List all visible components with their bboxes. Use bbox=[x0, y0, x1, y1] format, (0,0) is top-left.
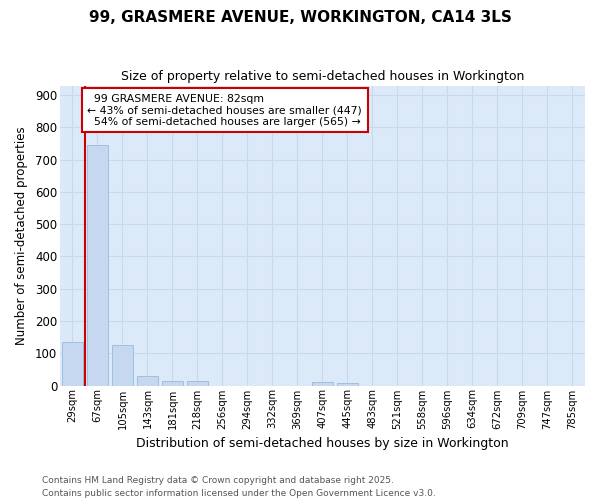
Y-axis label: Number of semi-detached properties: Number of semi-detached properties bbox=[15, 126, 28, 345]
Text: Contains HM Land Registry data © Crown copyright and database right 2025.
Contai: Contains HM Land Registry data © Crown c… bbox=[42, 476, 436, 498]
Text: 99, GRASMERE AVENUE, WORKINGTON, CA14 3LS: 99, GRASMERE AVENUE, WORKINGTON, CA14 3L… bbox=[89, 10, 511, 25]
Bar bbox=[87, 145, 108, 386]
Bar bbox=[62, 342, 83, 386]
Bar bbox=[112, 345, 133, 386]
Bar bbox=[337, 383, 358, 386]
Bar bbox=[137, 376, 158, 386]
X-axis label: Distribution of semi-detached houses by size in Workington: Distribution of semi-detached houses by … bbox=[136, 437, 509, 450]
Bar bbox=[187, 382, 208, 386]
Text: 99 GRASMERE AVENUE: 82sqm
← 43% of semi-detached houses are smaller (447)
  54% : 99 GRASMERE AVENUE: 82sqm ← 43% of semi-… bbox=[88, 94, 362, 127]
Bar bbox=[162, 382, 183, 386]
Title: Size of property relative to semi-detached houses in Workington: Size of property relative to semi-detach… bbox=[121, 70, 524, 83]
Bar bbox=[312, 382, 333, 386]
